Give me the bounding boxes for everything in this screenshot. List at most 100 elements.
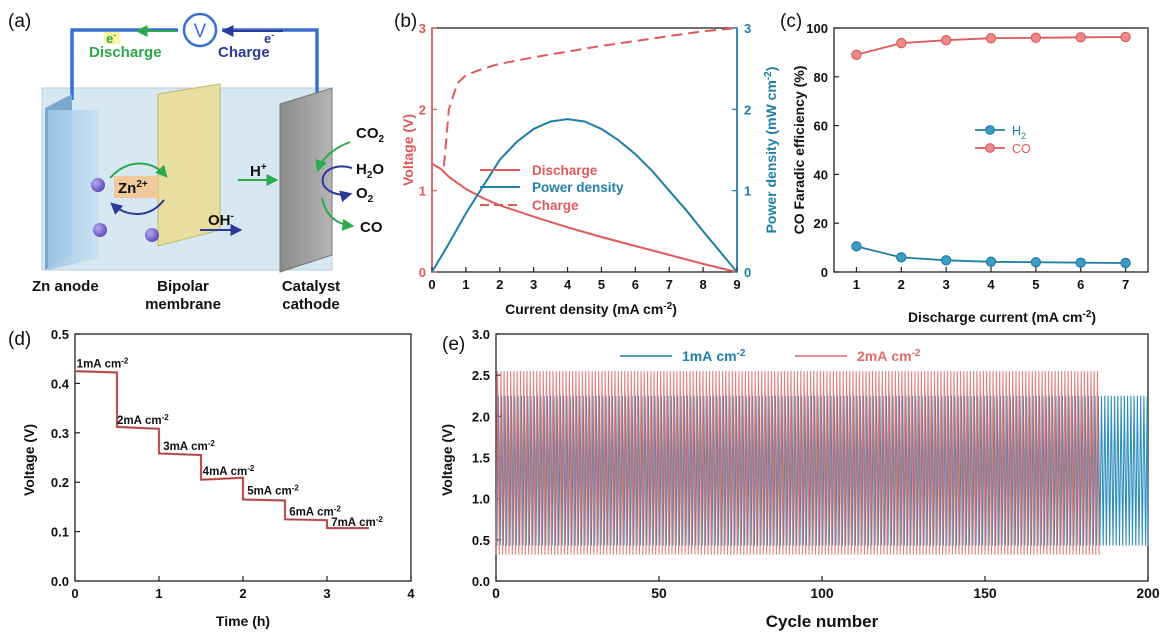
panel-d-label: (d) <box>8 329 31 350</box>
c-y-tick-label: 100 <box>806 21 828 36</box>
d-step-label: 7mA cm-2 <box>331 515 383 529</box>
d-step-label: 6mA cm-2 <box>289 504 341 518</box>
o2-label: O2 <box>356 185 374 205</box>
zn-atom <box>93 223 107 237</box>
d-y-tick-label: 0.4 <box>51 376 70 391</box>
d-step-label-sup: -2 <box>162 413 170 422</box>
c-series-co-point <box>1030 32 1042 43</box>
b-legend-label: Charge <box>532 198 579 213</box>
d-step-label-unit: cm <box>105 359 122 371</box>
c-series-co-point <box>940 35 952 46</box>
c-x-tick-label: 3 <box>943 277 950 292</box>
c-series-h-point <box>1030 257 1042 268</box>
e-legend: 1mA cm-2 2mA cm-2 <box>620 348 921 364</box>
b-y-tick-label: 1 <box>419 184 426 199</box>
d-y-tick-label: 0.2 <box>51 475 69 490</box>
d-voltage-step-outline <box>74 370 369 529</box>
d-y-axis-title: Voltage (V) <box>21 424 37 496</box>
e-x-tick-label: 100 <box>810 585 834 601</box>
e-legend-label: 2mA cm-2 <box>857 348 921 364</box>
d-x-tick-label: 4 <box>407 586 415 601</box>
panel-e-label: (e) <box>442 334 465 355</box>
e-y-tick-label: 3.0 <box>472 327 490 342</box>
panel-c-chart: (c) CO Faradic efficiency (%) Discharge … <box>780 11 1149 325</box>
b-series-discharge-line <box>431 162 738 273</box>
co-product-arrow <box>321 197 355 231</box>
d-step-label-sup: -2 <box>292 484 300 493</box>
catalyst-cathode-plate <box>279 87 333 273</box>
d-voltage-step-line <box>74 370 369 530</box>
e-series <box>495 371 1149 555</box>
d-x-axis-title: Time (h) <box>216 613 270 629</box>
oh-minus-label: OH- <box>208 211 234 229</box>
c-x-tick-label: 1 <box>853 277 860 292</box>
d-step-label: 1mA cm-2 <box>77 357 129 371</box>
membrane-label-line2: membrane <box>145 296 221 313</box>
b-x-tick-label: 8 <box>699 277 706 292</box>
zn-ion-label: Zn2+ <box>118 179 148 197</box>
d-step-label-unit: cm <box>145 415 162 427</box>
d-step-label-current: 5mA <box>247 486 272 498</box>
zn-anode-plate <box>48 110 99 270</box>
b-x-axis-title: Current density (mA cm-2) <box>505 301 677 317</box>
e-y-axis-title: Voltage (V) <box>439 424 455 496</box>
c-series-co-point <box>896 37 907 49</box>
e-legend-label: 1mA cm-2 <box>682 348 746 364</box>
d-step-label-current: 4mA <box>203 466 228 478</box>
c-series-co-point <box>985 33 997 44</box>
panel-e-chart: (e) Voltage (V) Cycle number 0 50 100 150 20… <box>439 327 1160 631</box>
b-y-axis-title: Voltage (V) <box>400 114 416 186</box>
oxygen-evolution-arrow <box>321 165 353 203</box>
d-step-label-current: 7mA <box>331 517 356 529</box>
d-x-tick-label: 3 <box>323 586 330 601</box>
panel-a-label: (a) <box>8 11 31 32</box>
b-series <box>431 27 738 273</box>
d-step-label-sup: -2 <box>121 357 129 366</box>
d-x-tick-label: 1 <box>155 586 162 601</box>
co2-label: CO2 <box>356 125 385 145</box>
panel-a-schematic: (a) V e- Discharge e- Charge Zn2+ <box>8 11 385 313</box>
b-y-tick-label: 2 <box>419 102 426 117</box>
c-series-h-point <box>940 255 952 266</box>
cathode-label-line1: Catalyst <box>282 278 340 295</box>
d-step-label: 4mA cm-2 <box>203 464 255 478</box>
membrane-label-line1: Bipolar <box>157 278 209 295</box>
c-y-tick-label: 40 <box>814 167 828 182</box>
b-x-tick-label: 2 <box>496 277 503 292</box>
c-x-tick-label: 6 <box>1077 277 1084 292</box>
b-y-tick-label: 3 <box>744 21 751 36</box>
discharge-electron-label: e- <box>106 30 116 46</box>
e-x-tick-label: 200 <box>1136 585 1160 601</box>
b-plot-frame <box>431 27 738 273</box>
d-step-label-sup: -2 <box>247 464 255 473</box>
b-series-charge-line <box>442 27 738 167</box>
zn-ion-charge-arrow <box>110 199 165 216</box>
e-x-tick-label: 150 <box>973 585 997 601</box>
d-y-tick-label: 0.0 <box>51 574 69 589</box>
c-series-h-point <box>896 252 907 263</box>
d-step-label: 2mA cm-2 <box>117 413 169 427</box>
co-label: CO <box>360 219 383 236</box>
e-y-tick-label: 0.5 <box>472 533 490 548</box>
h2o-label: H2O <box>356 161 384 181</box>
b-x-tick-label: 1 <box>462 277 469 292</box>
e-legend-sup: -2 <box>912 348 921 359</box>
e-legend-sup: -2 <box>737 348 746 359</box>
c-series-co-point <box>1120 31 1131 43</box>
e-y-tick-label: 1.0 <box>472 492 490 507</box>
b-legend-label: Discharge <box>532 163 598 178</box>
d-step-label-current: 6mA <box>289 506 314 518</box>
electron-highlight <box>104 32 120 44</box>
voltmeter-icon <box>182 12 218 48</box>
e-y-tick-label: 2.0 <box>472 409 490 424</box>
b-x-tick-label: 6 <box>632 277 639 292</box>
d-step-label-unit: cm <box>191 441 208 453</box>
d-step-label-unit: cm <box>317 506 334 518</box>
e-legend-unit: cm <box>891 348 911 364</box>
anode-label: Zn anode <box>32 278 99 295</box>
zn-ion-discharge-arrow <box>109 162 168 179</box>
d-step-label: 3mA cm-2 <box>163 439 215 453</box>
